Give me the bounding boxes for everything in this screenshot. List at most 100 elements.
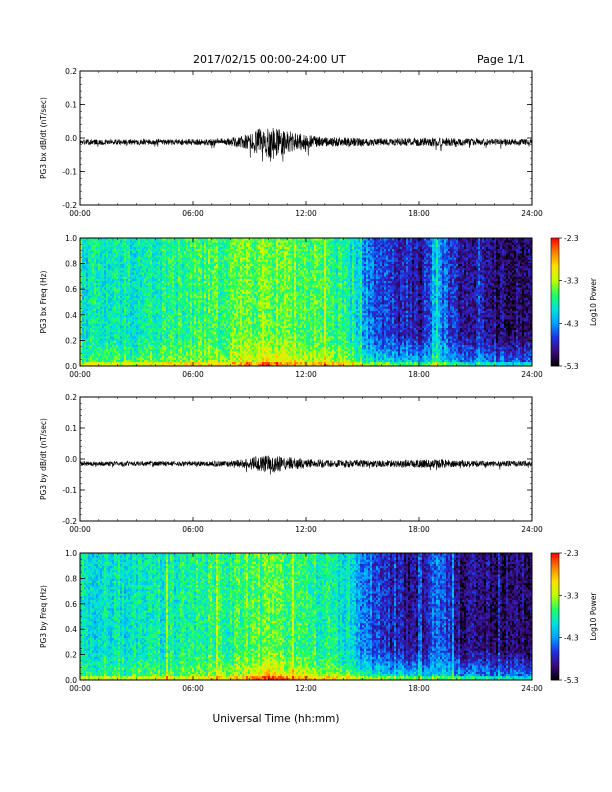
spectrogram-cell bbox=[126, 355, 128, 357]
spectrogram-cell bbox=[86, 242, 88, 244]
spectrogram-cell bbox=[240, 315, 242, 317]
spectrogram-cell bbox=[226, 289, 228, 291]
spectrogram-cell bbox=[190, 266, 192, 268]
spectrogram-cell bbox=[96, 362, 98, 364]
spectrogram-cell bbox=[226, 272, 228, 274]
spectrogram-cell bbox=[112, 343, 114, 345]
spectrogram-cell bbox=[152, 283, 154, 285]
spectrogram-cell bbox=[88, 332, 90, 334]
spectrogram-cell bbox=[222, 276, 224, 278]
spectrogram-cell bbox=[182, 242, 184, 244]
spectrogram-cell bbox=[142, 283, 144, 285]
spectrogram-cell bbox=[178, 340, 180, 342]
spectrogram-cell bbox=[166, 349, 168, 351]
spectrogram-cell bbox=[148, 311, 150, 313]
spectrogram-cell bbox=[158, 355, 160, 357]
spectrogram-cell bbox=[156, 264, 158, 266]
spectrogram-cell bbox=[94, 257, 96, 259]
spectrogram-cell bbox=[172, 311, 174, 313]
spectrogram-cell bbox=[148, 330, 150, 332]
spectrogram-cell bbox=[194, 257, 196, 259]
spectrogram-cell bbox=[88, 259, 90, 261]
spectrogram-cell bbox=[184, 283, 186, 285]
spectrogram-cell bbox=[180, 264, 182, 266]
spectrogram-cell bbox=[212, 338, 214, 340]
spectrogram-cell bbox=[126, 336, 128, 338]
spectrogram-cell bbox=[140, 289, 142, 291]
spectrogram-cell bbox=[94, 296, 96, 298]
spectrogram-cell bbox=[116, 345, 118, 347]
spectrogram-cell bbox=[158, 360, 160, 362]
spectrogram-cell bbox=[234, 334, 236, 336]
spectrogram-cell bbox=[96, 349, 98, 351]
spectrogram-cell bbox=[122, 345, 124, 347]
spectrogram-cell bbox=[236, 349, 238, 351]
spectrogram-cell bbox=[88, 304, 90, 306]
spectrogram-cell bbox=[100, 313, 102, 315]
spectrogram-cell bbox=[192, 287, 194, 289]
spectrogram-cell bbox=[136, 338, 138, 340]
spectrogram-cell bbox=[166, 345, 168, 347]
spectrogram-cell bbox=[100, 304, 102, 306]
spectrogram-cell bbox=[216, 332, 218, 334]
spectrogram-cell bbox=[124, 272, 126, 274]
spectrogram-cell bbox=[94, 283, 96, 285]
spectrogram-cell bbox=[118, 338, 120, 340]
spectrogram-cell bbox=[176, 287, 178, 289]
spectrogram-cell bbox=[232, 321, 234, 323]
spectrogram-cell bbox=[146, 353, 148, 355]
spectrogram-cell bbox=[176, 357, 178, 359]
spectrogram-cell bbox=[204, 345, 206, 347]
spectrogram-cell bbox=[186, 296, 188, 298]
spectrogram-cell bbox=[220, 343, 222, 345]
spectrogram-cell bbox=[168, 276, 170, 278]
spectrogram-cell bbox=[96, 255, 98, 257]
spectrogram-cell bbox=[160, 315, 162, 317]
spectrogram-cell bbox=[194, 332, 196, 334]
spectrogram-cell bbox=[176, 242, 178, 244]
spectrogram-cell bbox=[178, 321, 180, 323]
spectrogram-cell bbox=[114, 257, 116, 259]
spectrogram-cell bbox=[110, 293, 112, 295]
spectrogram-cell bbox=[186, 289, 188, 291]
spectrogram-cell bbox=[194, 244, 196, 246]
spectrogram-cell bbox=[124, 264, 126, 266]
spectrogram-cell bbox=[110, 328, 112, 330]
spectrogram-cell bbox=[152, 330, 154, 332]
spectrogram-cell bbox=[166, 347, 168, 349]
spectrogram-cell bbox=[202, 330, 204, 332]
spectrogram-cell bbox=[132, 274, 134, 276]
spectrogram-cell bbox=[104, 353, 106, 355]
spectrogram-cell bbox=[198, 251, 200, 253]
spectrogram-cell bbox=[134, 255, 136, 257]
spectrogram-cell bbox=[126, 302, 128, 304]
spectrogram-cell bbox=[182, 345, 184, 347]
spectrogram-cell bbox=[210, 334, 212, 336]
spectrogram-cell bbox=[116, 300, 118, 302]
spectrogram-cell bbox=[238, 296, 240, 298]
spectrogram-cell bbox=[124, 296, 126, 298]
spectrogram-cell bbox=[136, 298, 138, 300]
spectrogram-cell bbox=[144, 287, 146, 289]
spectrogram-cell bbox=[138, 274, 140, 276]
spectrogram-cell bbox=[112, 279, 114, 281]
spectrogram-cell bbox=[136, 355, 138, 357]
spectrogram-cell bbox=[140, 244, 142, 246]
spectrogram-cell bbox=[182, 319, 184, 321]
spectrogram-cell bbox=[210, 272, 212, 274]
spectrogram-cell bbox=[140, 253, 142, 255]
spectrogram-cell bbox=[86, 285, 88, 287]
spectrogram-cell bbox=[206, 315, 208, 317]
spectrogram-cell bbox=[96, 251, 98, 253]
spectrogram-cell bbox=[214, 261, 216, 263]
spectrogram-cell bbox=[136, 315, 138, 317]
spectrogram-cell bbox=[152, 240, 154, 242]
spectrogram-cell bbox=[216, 244, 218, 246]
spectrogram-cell bbox=[126, 242, 128, 244]
spectrogram-cell bbox=[174, 357, 176, 359]
spectrogram-cell bbox=[204, 272, 206, 274]
spectrogram-cell bbox=[206, 279, 208, 281]
spectrogram-cell bbox=[98, 261, 100, 263]
spectrogram-cell bbox=[184, 353, 186, 355]
spectrogram-cell bbox=[134, 347, 136, 349]
